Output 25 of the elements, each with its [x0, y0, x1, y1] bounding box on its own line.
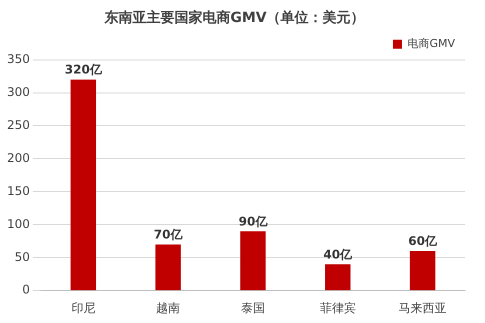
x-tick-label: 泰国 [240, 300, 265, 315]
x-tick-label: 越南 [156, 300, 180, 315]
y-tick-label: 350 [7, 52, 30, 66]
y-tick-label: 300 [7, 84, 30, 99]
legend-label: 电商GMV [407, 37, 456, 50]
bar [240, 231, 266, 290]
y-tick-label: 250 [7, 118, 30, 132]
bar [410, 251, 436, 290]
x-tick-label: 马来西亚 [398, 300, 447, 315]
x-tick-label: 菲律宾 [320, 300, 356, 315]
bar [325, 264, 350, 290]
data-label: 60亿 [408, 234, 438, 248]
data-label: 320亿 [64, 62, 103, 77]
y-tick-label: 200 [7, 150, 30, 165]
y-tick-label: 100 [7, 216, 30, 231]
y-tick-label: 0 [22, 282, 30, 297]
chart-title: 东南亚主要国家电商GMV（单位：美元） [103, 9, 365, 26]
data-label: 70亿 [154, 228, 184, 242]
y-tick-label: 50 [14, 250, 30, 264]
data-label: 40亿 [323, 247, 354, 262]
x-tick-label: 印尼 [71, 300, 96, 315]
data-label: 90亿 [238, 214, 268, 228]
bar [155, 244, 181, 290]
y-tick-label: 150 [7, 184, 30, 198]
bar [70, 80, 96, 290]
